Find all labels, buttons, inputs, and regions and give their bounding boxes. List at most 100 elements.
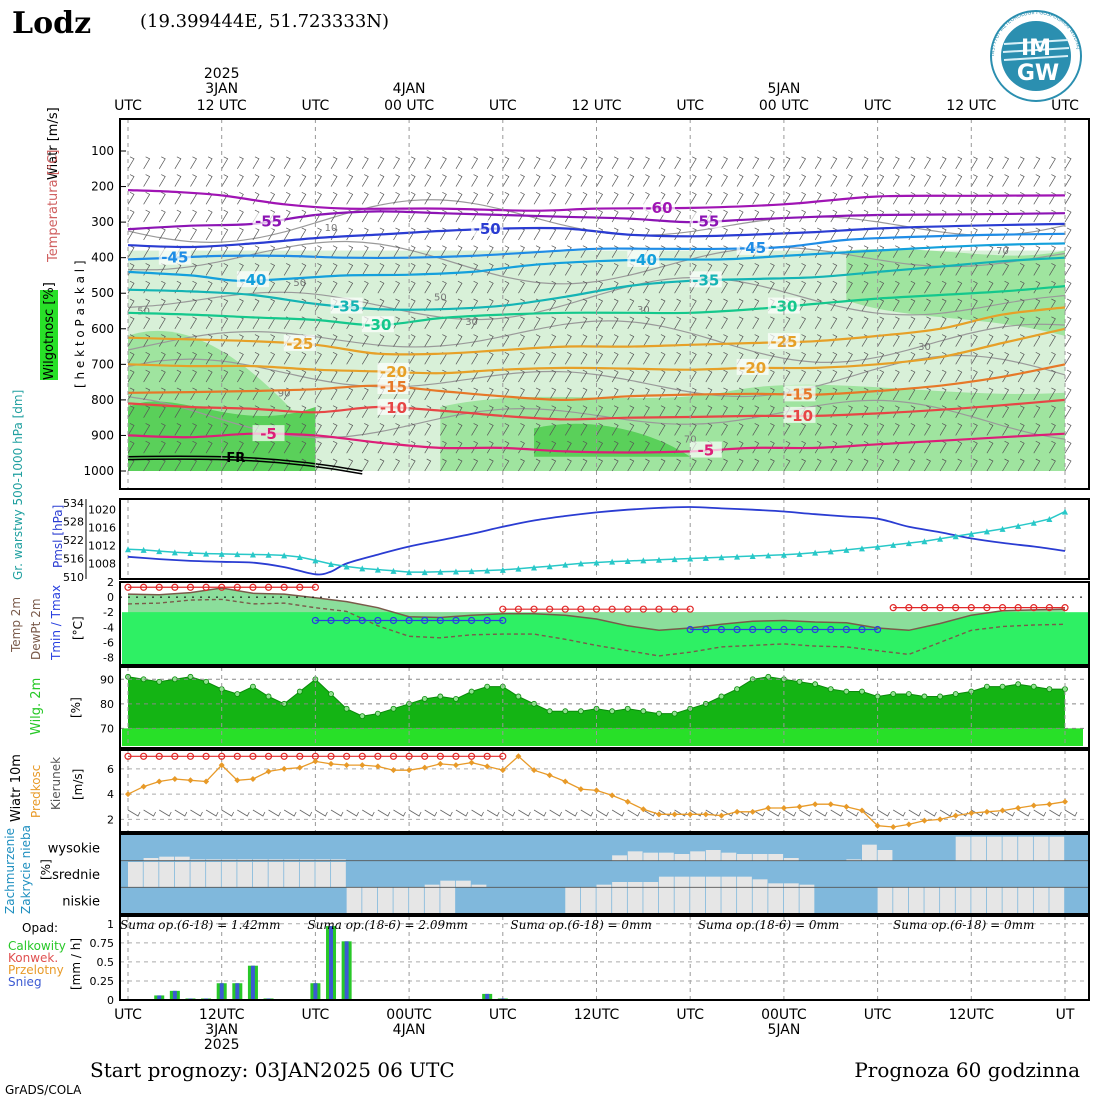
wind-barb [1033,423,1041,436]
wind-barb [221,334,229,347]
wind-barb [939,227,947,241]
dewpoint-line [127,598,1066,657]
geopotential-marker [390,567,397,574]
wind-barb [736,227,744,241]
wind-barb [299,298,307,312]
wind-barb [1049,352,1056,365]
wind-barb [721,280,728,294]
wind-barb-10m [486,809,500,817]
wind-barb [924,352,931,365]
rh-marker [453,696,459,702]
wind-barb [533,458,541,472]
wind-barb [580,334,588,347]
wind-barb [877,458,885,472]
wind-barb [799,298,807,312]
isotherm-label: -40 [630,251,657,269]
wind-speed-marker [218,762,225,769]
wind-barb [1002,440,1010,454]
wind-barb [127,423,135,436]
wind-barb [502,405,510,418]
wind-barb [674,316,682,329]
wind-barb [564,316,572,329]
cloud-bar-high [299,859,315,861]
wind-barb [346,405,354,418]
wind-barb [408,263,416,276]
tmax-marker [249,583,257,591]
wind-barb [799,334,807,347]
wind-barb [205,352,213,365]
wind-barb [970,369,978,383]
cloud-bar-high [690,851,706,861]
wind-barb [908,405,916,418]
tmax-marker [264,583,273,591]
wind-barb [986,192,994,205]
bottom-time-date: 5JAN [767,1022,800,1038]
wind-barb [939,458,947,472]
wind-barb [361,245,369,258]
isotherm-line [127,363,1066,402]
precip-legend-item: Przelotny [8,963,64,977]
rh-marker [468,688,475,695]
wind-barb [471,423,479,436]
wind-speed-marker [874,822,881,829]
tmin-marker [827,625,835,634]
wind-barb [611,156,619,169]
wind-barb [752,174,760,187]
geopotential-marker [296,553,303,560]
wind-barb [252,405,260,418]
isotherm-line [127,189,1066,212]
wind-barb [393,227,400,241]
wind-barb [330,316,338,329]
cloud-bar-low [971,887,987,914]
isotherm-label-bg [252,212,285,229]
rh-marker [531,700,537,707]
wind-speed-marker [999,807,1006,814]
geopotential-marker [858,545,865,552]
wind-barb [1017,263,1025,276]
wind-barb [205,156,213,169]
wind-barb [518,280,525,294]
wind-barb [892,316,900,329]
wind-barb [721,192,728,205]
geopotential-marker [702,554,709,561]
tmin-marker [811,625,819,634]
wind-barb [158,334,166,347]
wind-barb [158,423,166,436]
wind-barb [861,209,869,223]
wind-barb [549,227,557,241]
wind-barb [518,405,525,418]
wind-barb [908,263,916,276]
wind-barb [689,174,697,187]
geopotential-marker [187,549,194,556]
wind-barb-10m [627,809,641,817]
rh-contour-label: 50 [137,307,150,318]
wind-barb [237,192,244,205]
wind-barb [924,156,931,169]
wind-barb [611,458,619,472]
isotherm-label: -10 [380,399,407,417]
wind-barb [377,174,385,187]
wind-barb [252,440,260,454]
wind-barb [1002,227,1010,241]
wind-barb [955,174,963,187]
wind-barb [814,316,822,329]
wind-barb [580,423,588,436]
wind-barb [299,209,307,223]
geopotential-marker [999,525,1006,532]
wind-speed-marker [562,778,569,785]
geopotential-marker [952,533,959,540]
axis-title-wind10m: Wiatr 10m [9,754,24,822]
wind-speed-marker [125,791,131,798]
wind-barb [299,458,307,472]
wind-barb-10m [330,809,344,817]
wind-barb [127,334,135,347]
wind-barb-10m [1002,809,1015,817]
wind-barb [1017,174,1025,187]
wind-barb [1064,316,1072,329]
cloud-bar-mid [206,862,221,888]
wind-barb [190,369,197,383]
rh-marker [843,688,850,695]
tmax-marker [124,583,132,591]
rh-marker [296,688,303,695]
